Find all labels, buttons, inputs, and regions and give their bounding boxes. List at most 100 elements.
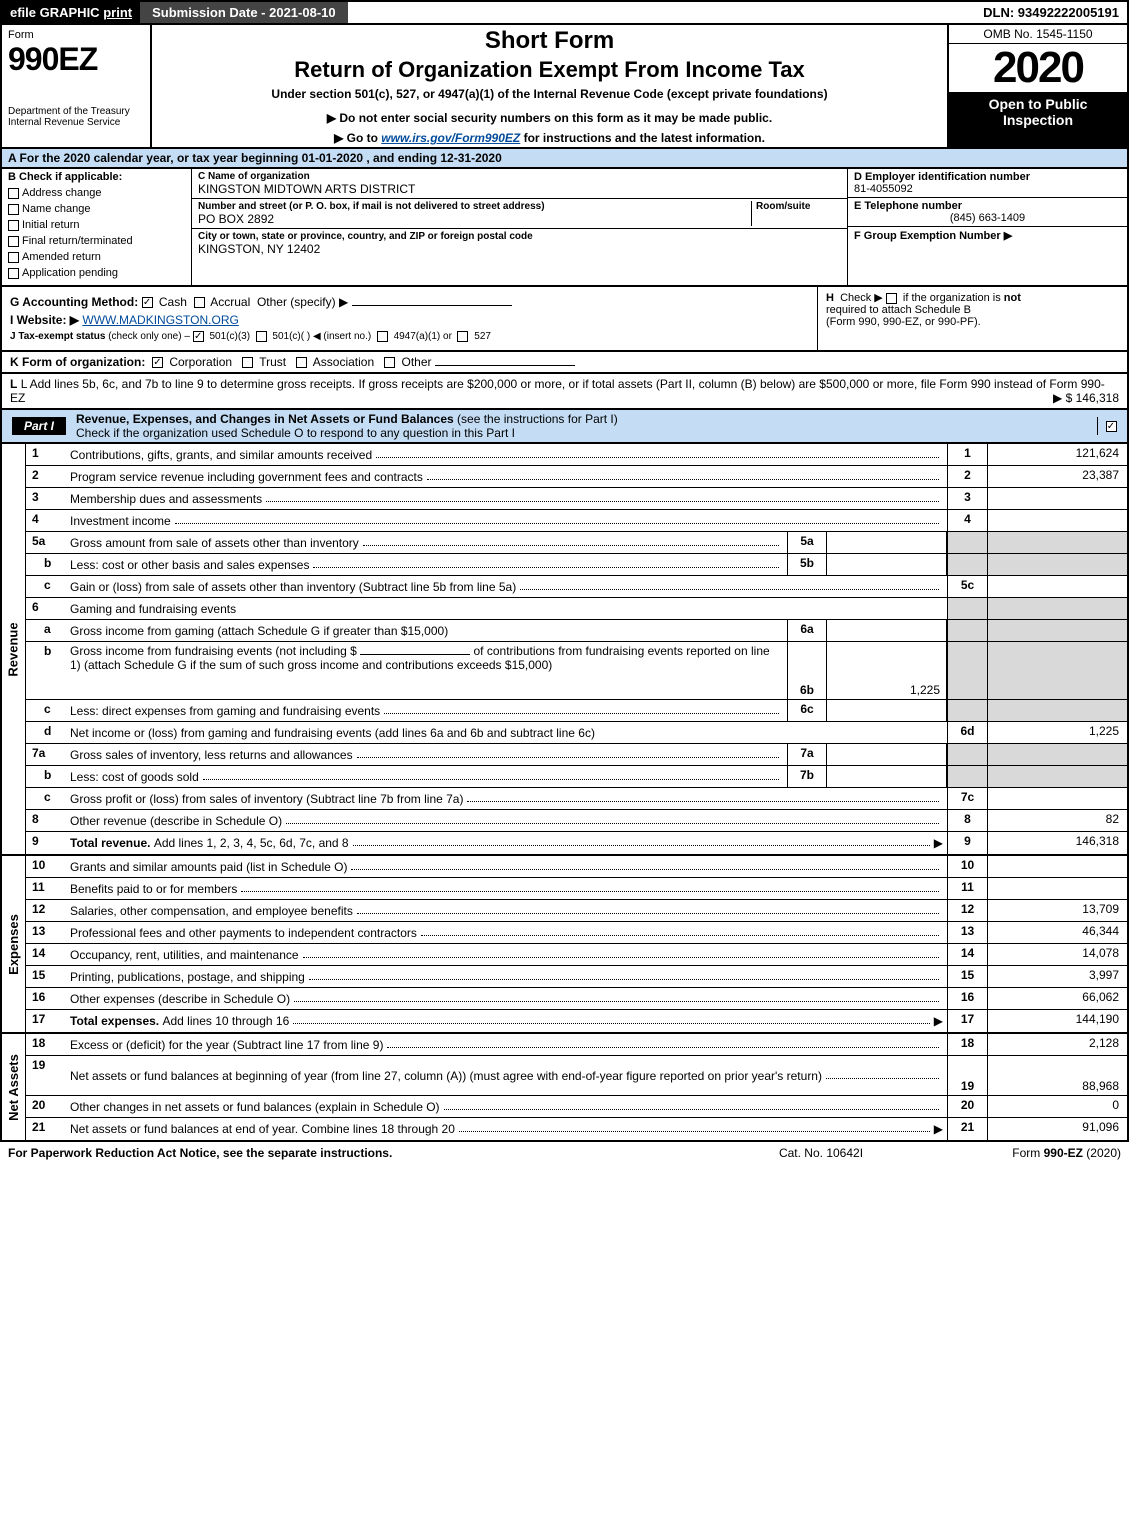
expenses-table: Expenses 10 Grants and similar amounts p… — [0, 856, 1129, 1034]
tax-year: 2020 — [949, 44, 1127, 92]
netassets-table: Net Assets 18 Excess or (deficit) for th… — [0, 1034, 1129, 1142]
trust-checkbox[interactable] — [242, 357, 253, 368]
header-right: OMB No. 1545-1150 2020 Open to Public In… — [947, 25, 1127, 147]
city-row: City or town, state or province, country… — [192, 229, 847, 258]
city-val: KINGSTON, NY 12402 — [198, 242, 841, 256]
line-7a: 7a Gross sales of inventory, less return… — [26, 744, 1127, 766]
cash-checkbox[interactable] — [142, 297, 153, 308]
opt-initial-return[interactable]: Initial return — [8, 219, 185, 231]
l-text: L Add lines 5b, 6c, and 7b to line 9 to … — [10, 377, 1105, 405]
note2-suffix: for instructions and the latest informat… — [520, 131, 765, 145]
top-bar: efile GRAPHIC print Submission Date - 20… — [0, 0, 1129, 25]
line-5a: 5a Gross amount from sale of assets othe… — [26, 532, 1127, 554]
g-to-j: G Accounting Method: Cash Accrual Other … — [0, 287, 1129, 352]
line-15: 15 Printing, publications, postage, and … — [26, 966, 1127, 988]
accrual-checkbox[interactable] — [194, 297, 205, 308]
line-7c: c Gross profit or (loss) from sales of i… — [26, 788, 1127, 810]
j-opt3: 4947(a)(1) or — [394, 331, 452, 342]
part1-tag: Part I — [12, 417, 66, 435]
opt-final-return[interactable]: Final return/terminated — [8, 235, 185, 247]
g-cash: Cash — [159, 295, 187, 309]
opt-app-pending[interactable]: Application pending — [8, 267, 185, 279]
4947-checkbox[interactable] — [377, 331, 388, 342]
501c3-checkbox[interactable] — [193, 331, 204, 342]
addr-label: Number and street (or P. O. box, if mail… — [198, 201, 751, 212]
dln: DLN: 93492222005191 — [975, 2, 1127, 23]
line-18: 18 Excess or (deficit) for the year (Sub… — [26, 1034, 1127, 1056]
expenses-lines: 10 Grants and similar amounts paid (list… — [26, 856, 1127, 1032]
corp-checkbox[interactable] — [152, 357, 163, 368]
sched-o-checkbox[interactable] — [1106, 421, 1117, 432]
assoc-checkbox[interactable] — [296, 357, 307, 368]
part1-sched-o-checkbox-cell — [1097, 417, 1127, 435]
efile-text: efile GRAPHIC — [10, 5, 100, 20]
k-assoc: Association — [313, 355, 374, 369]
line-6: 6 Gaming and fundraising events — [26, 598, 1127, 620]
e-label: E Telephone number — [854, 200, 1121, 212]
section-b-left: B Check if applicable: Address change Na… — [2, 169, 192, 285]
line-17: 17 Total expenses. Add lines 10 through … — [26, 1010, 1127, 1032]
h-line3: (Form 990, 990-EZ, or 990-PF). — [826, 316, 1119, 328]
l-line: L L Add lines 5b, 6c, and 7b to line 9 t… — [0, 374, 1129, 410]
c-label: C Name of organization — [198, 171, 841, 182]
short-form: Short Form — [160, 27, 939, 55]
tax-year-row: A For the 2020 calendar year, or tax yea… — [0, 149, 1129, 169]
h-line1: H Check ▶ if the organization is not — [826, 291, 1119, 304]
opt-amended-return[interactable]: Amended return — [8, 251, 185, 263]
i-line: I Website: ▶ WWW.MADKINGSTON.ORG — [10, 313, 809, 327]
org-name-row: C Name of organization KINGSTON MIDTOWN … — [192, 169, 847, 199]
j-opt4: 527 — [474, 331, 491, 342]
addr-val: PO BOX 2892 — [198, 212, 751, 226]
form-word: Form — [8, 29, 144, 41]
revenue-table: Revenue 1 Contributions, gifts, grants, … — [0, 444, 1129, 856]
section-b-right: D Employer identification number 81-4055… — [847, 169, 1127, 285]
other-checkbox[interactable] — [384, 357, 395, 368]
j-opt2: 501(c)( ) ◀ (insert no.) — [272, 331, 371, 342]
line-21: 21 Net assets or fund balances at end of… — [26, 1118, 1127, 1140]
e-val: (845) 663-1409 — [854, 212, 1121, 224]
f-label: F Group Exemption Number ▶ — [854, 230, 1012, 242]
line-5c: c Gain or (loss) from sale of assets oth… — [26, 576, 1127, 598]
ssn-note: ▶ Do not enter social security numbers o… — [160, 111, 939, 125]
part1-hint: (see the instructions for Part I) — [457, 412, 618, 426]
k-trust: Trust — [259, 355, 286, 369]
501c-checkbox[interactable] — [256, 331, 267, 342]
print-link[interactable]: print — [103, 5, 132, 20]
netassets-vert-label: Net Assets — [2, 1034, 26, 1140]
h-checkbox[interactable] — [886, 293, 897, 304]
opt-address-change[interactable]: Address change — [8, 187, 185, 199]
submission-date: Submission Date - 2021-08-10 — [140, 2, 348, 23]
k-other: Other — [402, 355, 432, 369]
form-title: Return of Organization Exempt From Incom… — [160, 57, 939, 83]
527-checkbox[interactable] — [457, 331, 468, 342]
city-label: City or town, state or province, country… — [198, 231, 841, 242]
j-line: J Tax-exempt status (check only one) ‒ 5… — [10, 331, 809, 342]
expenses-vert-label: Expenses — [2, 856, 26, 1032]
line-20: 20 Other changes in net assets or fund b… — [26, 1096, 1127, 1118]
note2-prefix: ▶ Go to — [334, 131, 381, 145]
section-b-center: C Name of organization KINGSTON MIDTOWN … — [192, 169, 847, 285]
line-10: 10 Grants and similar amounts paid (list… — [26, 856, 1127, 878]
revenue-lines: 1 Contributions, gifts, grants, and simi… — [26, 444, 1127, 854]
omb-number: OMB No. 1545-1150 — [949, 25, 1127, 44]
public-inspection: Open to Public Inspection — [949, 92, 1127, 147]
line-2: 2 Program service revenue including gove… — [26, 466, 1127, 488]
part1-header: Part I Revenue, Expenses, and Changes in… — [0, 410, 1129, 444]
irs-label: Internal Revenue Service — [8, 117, 144, 128]
c-name: KINGSTON MIDTOWN ARTS DISTRICT — [198, 182, 841, 196]
irs-link[interactable]: www.irs.gov/Form990EZ — [381, 131, 520, 145]
opt-name-change[interactable]: Name change — [8, 203, 185, 215]
line-6b: b Gross income from fundraising events (… — [26, 642, 1127, 700]
form-header: Form 990EZ Department of the Treasury In… — [0, 25, 1129, 149]
header-center: Short Form Return of Organization Exempt… — [152, 25, 947, 147]
g-line: G Accounting Method: Cash Accrual Other … — [10, 295, 809, 309]
public-line1: Open to Public — [951, 96, 1125, 112]
line-19: 19 Net assets or fund balances at beginn… — [26, 1056, 1127, 1096]
website-link[interactable]: WWW.MADKINGSTON.ORG — [82, 313, 238, 327]
netassets-lines: 18 Excess or (deficit) for the year (Sub… — [26, 1034, 1127, 1140]
l-val: ▶ $ 146,318 — [1053, 391, 1119, 405]
footer-mid: Cat. No. 10642I — [721, 1146, 921, 1160]
gtoi-left: G Accounting Method: Cash Accrual Other … — [2, 287, 817, 350]
line-5b: b Less: cost or other basis and sales ex… — [26, 554, 1127, 576]
j-opt1: 501(c)(3) — [209, 331, 250, 342]
